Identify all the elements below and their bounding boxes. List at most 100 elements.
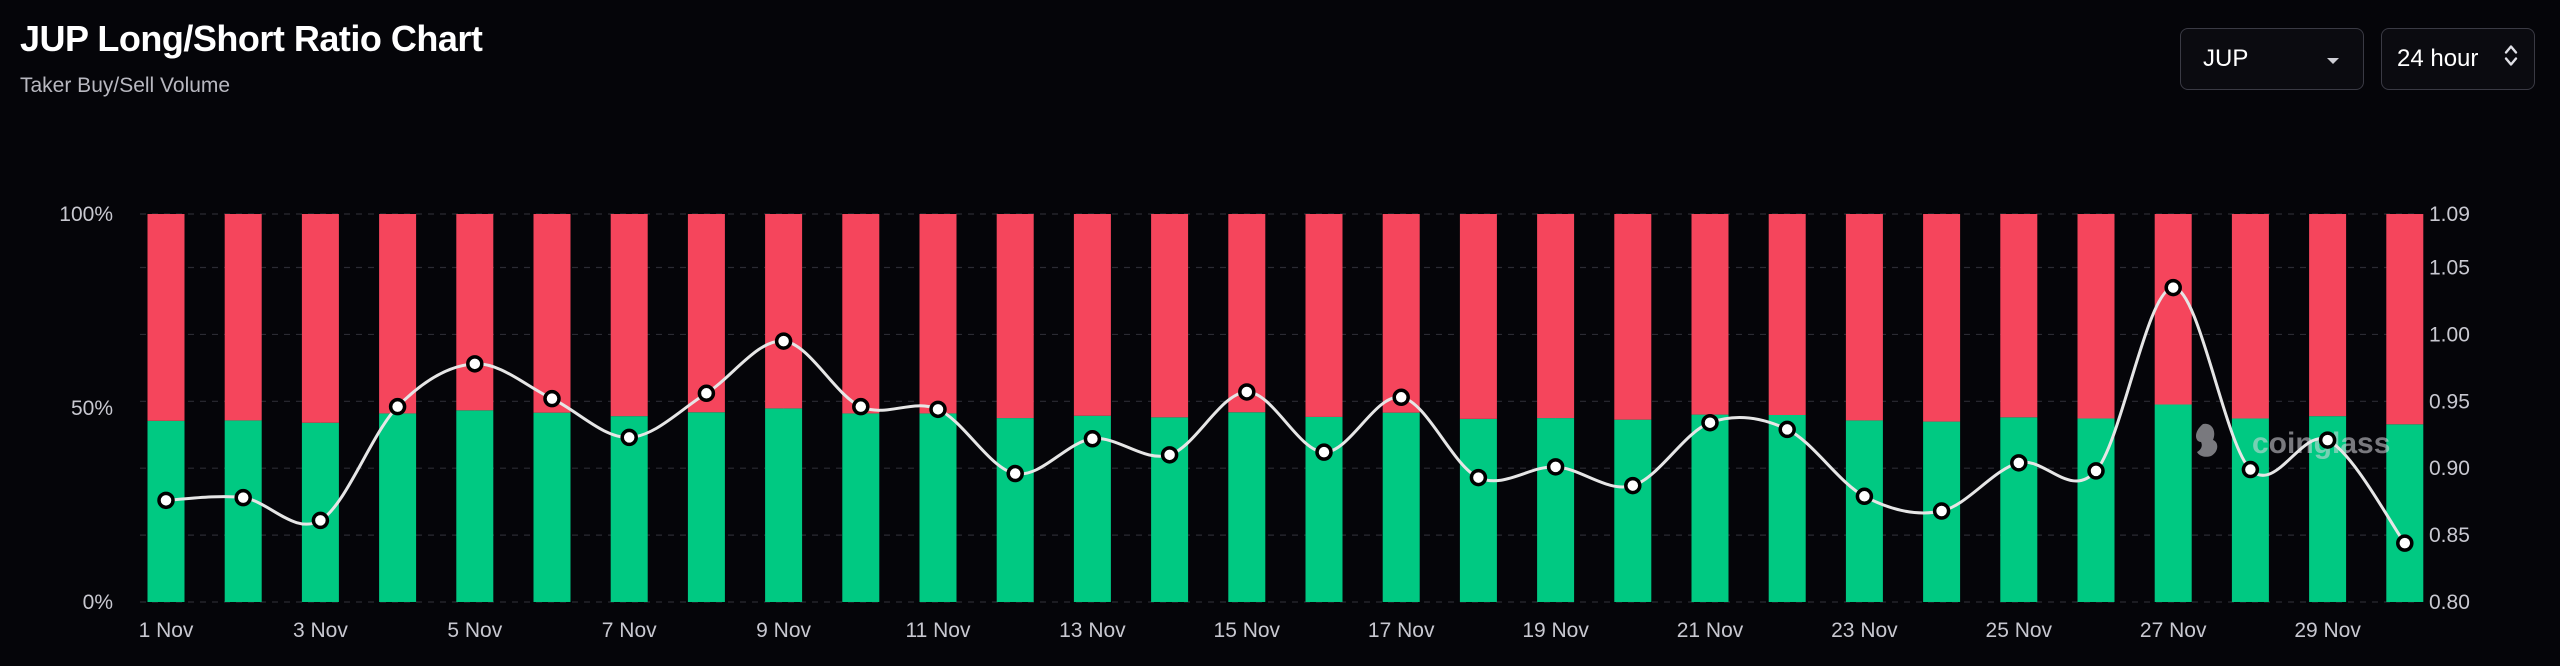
sell-bar <box>842 214 880 414</box>
buy-bar <box>1537 418 1575 602</box>
buy-bar <box>147 420 185 602</box>
ratio-point[interactable] <box>2241 460 2260 479</box>
ratio-point[interactable] <box>1778 420 1796 439</box>
ratio-point[interactable] <box>852 397 870 416</box>
x-axis-tick-label: 11 Nov <box>906 619 971 642</box>
buy-bar <box>996 418 1034 602</box>
ratio-point[interactable] <box>2010 454 2028 472</box>
ratio-point[interactable] <box>1160 446 1179 464</box>
sell-bar <box>1923 214 1961 422</box>
ratio-point[interactable] <box>697 384 716 403</box>
buy-bar <box>765 408 803 602</box>
sell-bar <box>1151 214 1189 418</box>
ratio-point[interactable] <box>1932 502 1951 520</box>
sell-bar <box>1073 214 1111 416</box>
sell-bar <box>919 214 957 414</box>
right-axis-tick-label: 1.09 <box>2429 203 2470 226</box>
x-axis-tick-label: 29 Nov <box>2294 619 2361 642</box>
ratio-point[interactable] <box>1546 458 1565 476</box>
x-axis-tick-label: 19 Nov <box>1522 619 1589 642</box>
right-axis-tick-label: 1.00 <box>2429 323 2470 346</box>
symbol-select[interactable]: JUP <box>2180 28 2364 90</box>
caret-down-icon <box>2325 45 2341 73</box>
buy-bar <box>687 412 725 602</box>
ratio-point[interactable] <box>1315 443 1333 461</box>
ratio-point[interactable] <box>2318 431 2337 449</box>
ratio-point[interactable] <box>929 400 947 419</box>
ratio-point[interactable] <box>1392 388 1410 407</box>
ratio-point[interactable] <box>2164 278 2182 297</box>
sell-bar <box>1228 214 1266 413</box>
x-axis-tick-label: 7 Nov <box>602 619 657 642</box>
buy-bar <box>842 413 880 602</box>
sell-bar <box>2077 214 2115 419</box>
x-axis-tick-label: 5 Nov <box>447 619 502 642</box>
sell-bar <box>1459 214 1497 419</box>
sell-bar <box>301 214 339 423</box>
ratio-point[interactable] <box>1469 468 1488 487</box>
ratio-point[interactable] <box>1701 413 1719 432</box>
buy-bar <box>919 413 957 602</box>
sell-bar <box>1305 214 1343 417</box>
sell-bar <box>379 214 417 414</box>
page-title: JUP Long/Short Ratio Chart <box>20 18 483 59</box>
x-axis-tick-label: 17 Nov <box>1368 619 1435 642</box>
x-axis-tick-label: 27 Nov <box>2140 619 2207 642</box>
sell-bar <box>2000 214 2038 418</box>
ratio-point[interactable] <box>1006 464 1024 483</box>
buy-bar <box>456 410 494 602</box>
buy-bar <box>2154 404 2192 602</box>
ratio-point[interactable] <box>466 355 484 373</box>
up-down-chevron-icon <box>2504 43 2518 76</box>
ratio-point[interactable] <box>1855 487 1874 506</box>
x-axis-tick-label: 1 Nov <box>139 619 194 642</box>
ratio-point[interactable] <box>1083 430 1102 448</box>
buy-bar <box>1691 414 1729 602</box>
ratio-point[interactable] <box>774 332 793 350</box>
ratio-point[interactable] <box>2396 534 2414 552</box>
buy-bar <box>1614 419 1652 602</box>
sell-bar <box>533 214 571 413</box>
ratio-point[interactable] <box>311 511 330 530</box>
ratio-point[interactable] <box>1238 383 1256 401</box>
ratio-line-path <box>165 286 2407 545</box>
buy-bar <box>1151 417 1189 602</box>
sell-bar <box>1382 214 1420 413</box>
x-axis-tick-label: 23 Nov <box>1831 619 1898 642</box>
buy-bar <box>610 416 648 602</box>
sell-bar <box>687 214 725 413</box>
sell-bar <box>1691 214 1729 415</box>
x-axis-tick-label: 3 Nov <box>293 619 348 642</box>
ratio-point[interactable] <box>2087 462 2105 480</box>
ratio-point[interactable] <box>543 389 561 408</box>
ratio-point[interactable] <box>1624 476 1642 495</box>
period-select-value: 24 hour <box>2397 45 2479 72</box>
ratio-point[interactable] <box>388 397 407 416</box>
ratio-point[interactable] <box>620 428 638 447</box>
buy-bar <box>1845 420 1883 602</box>
ratio-point[interactable] <box>234 488 252 507</box>
coinglass-logo-icon <box>2196 423 2218 457</box>
sell-bar <box>456 214 494 411</box>
sell-bar <box>2231 214 2269 419</box>
sell-bar <box>147 214 185 421</box>
buy-bar <box>533 412 571 602</box>
buy-bar <box>1459 418 1497 602</box>
period-select[interactable]: 24 hour <box>2381 28 2535 90</box>
x-axis-tick-label: 13 Nov <box>1059 619 1126 642</box>
right-axis-tick-label: 0.90 <box>2429 457 2470 480</box>
right-axis-tick-label: 0.95 <box>2429 390 2470 413</box>
chart-subtitle: Taker Buy/Sell Volume <box>20 74 231 97</box>
buy-bar <box>2000 417 2038 602</box>
x-axis-tick-label: 9 Nov <box>756 619 811 642</box>
sell-bar <box>1845 214 1883 421</box>
right-axis-tick-label: 1.05 <box>2429 257 2470 280</box>
buy-bar <box>1382 412 1420 602</box>
sell-bar <box>1537 214 1575 419</box>
x-axis-tick-label: 21 Nov <box>1677 619 1744 642</box>
ratio-point[interactable] <box>157 491 175 510</box>
sell-bar <box>610 214 648 417</box>
sell-bar <box>1614 214 1652 420</box>
left-axis-tick-label: 100% <box>59 203 113 226</box>
